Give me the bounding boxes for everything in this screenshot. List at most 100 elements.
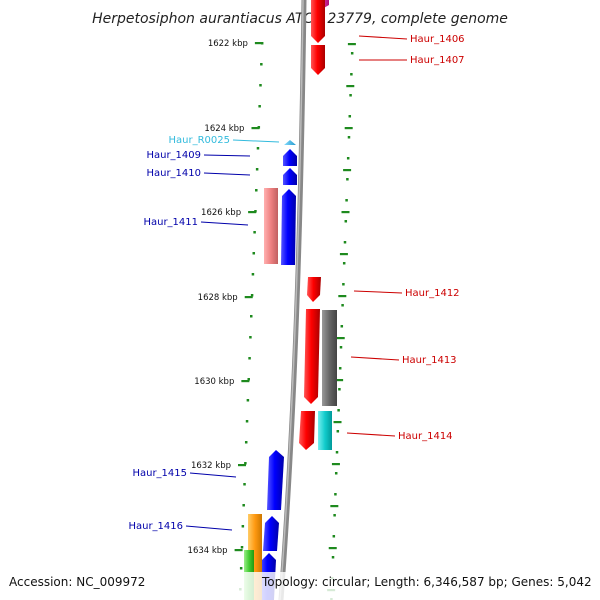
map-title: Herpetosiphon aurantiacus ATCC 23779, co… bbox=[92, 11, 508, 27]
outer-major-tick bbox=[339, 253, 348, 256]
outer-tick-dot bbox=[341, 304, 344, 307]
inner-tick-dot bbox=[256, 147, 260, 150]
inner-tick-dot bbox=[240, 546, 244, 549]
gene-label-leader bbox=[185, 525, 233, 531]
scale-tick-label: 1632 kbp bbox=[191, 461, 231, 471]
scale-labels: 1622 kbp 1624 kbp 1626 kbp 1628 kbp 1630 kbp… bbox=[188, 39, 263, 556]
inner-tick-dot bbox=[239, 567, 243, 570]
gene-haur-1414-arrow[interactable] bbox=[299, 411, 315, 450]
outer-tick-dot bbox=[336, 430, 340, 433]
outer-major-tick bbox=[331, 463, 340, 466]
gene-label-haur-1416[interactable]: Haur_1416 bbox=[128, 521, 183, 532]
gene-label-haur-1415[interactable]: Haur_1415 bbox=[132, 468, 187, 479]
gene-features bbox=[244, 0, 337, 600]
gene-haur-r0025-arrow[interactable] bbox=[284, 140, 296, 145]
outer-tick-dot bbox=[345, 199, 348, 202]
outer-major-tick bbox=[344, 127, 353, 130]
outer-tick-dot bbox=[333, 514, 336, 517]
outer-tick-dot bbox=[343, 241, 347, 244]
outer-tick-dot bbox=[344, 220, 348, 223]
scale-major-tick bbox=[254, 42, 263, 45]
outer-tick-dot bbox=[334, 472, 338, 475]
gene-label-leader bbox=[232, 139, 280, 143]
outer-tick-dot bbox=[338, 367, 342, 370]
gene-block-grey[interactable] bbox=[322, 310, 337, 406]
genome-backbone-highlight bbox=[279, 0, 304, 600]
gene-label-haur-1406[interactable]: Haur_1406 bbox=[410, 34, 465, 45]
inner-tick-dot bbox=[249, 336, 252, 339]
gene-label-leader bbox=[203, 154, 251, 157]
scale-tick-label: 1626 kbp bbox=[201, 208, 241, 218]
scale-tick-label: 1628 kbp bbox=[198, 293, 238, 303]
genome-stats-text: Topology: circular; Length: 6,346,587 bp… bbox=[261, 575, 592, 589]
gene-label-haur-1414[interactable]: Haur_1414 bbox=[398, 431, 453, 442]
outer-tick-dot bbox=[347, 136, 351, 139]
outer-tick-dot bbox=[334, 493, 337, 496]
gene-labels: Haur_1406 Haur_1407 Haur_R0025 Haur_1409 Hau… bbox=[128, 34, 464, 532]
outer-major-tick bbox=[330, 505, 339, 508]
gene-block-cyan[interactable] bbox=[318, 411, 332, 450]
scale-major-tick bbox=[251, 127, 260, 130]
inner-tick-dot bbox=[247, 378, 250, 381]
gene-haur-1413-arrow[interactable] bbox=[304, 309, 320, 404]
gene-label-haur-1409[interactable]: Haur_1409 bbox=[146, 150, 201, 161]
inner-tick-dot bbox=[251, 273, 255, 276]
gene-haur-1412-arrow[interactable] bbox=[307, 277, 321, 302]
outer-tick-dot bbox=[350, 73, 353, 76]
gene-haur-1406-arrow[interactable] bbox=[311, 0, 325, 43]
outer-tick-dot bbox=[342, 262, 346, 265]
outer-major-tick bbox=[333, 421, 342, 424]
outer-tick-dot bbox=[331, 556, 335, 559]
outer-major-tick bbox=[328, 547, 337, 550]
gene-label-haur-1407[interactable]: Haur_1407 bbox=[410, 55, 465, 66]
outer-tick-dot bbox=[337, 409, 340, 412]
inner-tick-dot bbox=[259, 84, 262, 87]
outer-major-tick bbox=[343, 169, 352, 172]
scale-major-tick bbox=[238, 464, 246, 467]
inner-tick-dot bbox=[253, 231, 256, 234]
gene-label-haur-1410[interactable]: Haur_1410 bbox=[146, 168, 201, 179]
outer-major-tick bbox=[347, 43, 356, 46]
gene-block-pink[interactable] bbox=[264, 188, 278, 264]
outer-major-tick bbox=[341, 211, 350, 214]
scale-tick-label: 1624 kbp bbox=[204, 124, 244, 134]
gene-haur-1411-arrow[interactable] bbox=[281, 189, 296, 265]
outer-tick-dot bbox=[346, 178, 349, 181]
outer-tick-dot bbox=[349, 94, 352, 97]
outer-tick-dot bbox=[332, 535, 336, 538]
gene-label-leader bbox=[189, 472, 237, 478]
gene-haur-1409-arrow[interactable] bbox=[283, 149, 297, 166]
gene-haur-1416-arrow[interactable] bbox=[263, 516, 279, 551]
inner-tick-dot bbox=[252, 252, 256, 255]
inner-tick-dot bbox=[250, 315, 253, 318]
genome-backbone bbox=[278, 0, 307, 600]
outer-major-tick bbox=[336, 337, 345, 340]
scale-major-tick bbox=[248, 211, 257, 214]
gene-label-haur-r0025[interactable]: Haur_R0025 bbox=[169, 135, 231, 146]
gene-label-haur-1413[interactable]: Haur_1413 bbox=[402, 355, 457, 366]
gene-haur-1415-arrow[interactable] bbox=[267, 450, 284, 510]
gene-label-leader bbox=[346, 432, 396, 437]
inner-tick-dot bbox=[242, 504, 245, 507]
gene-label-leader bbox=[358, 35, 408, 40]
inner-tick-dot bbox=[244, 462, 247, 465]
scale-major-tick bbox=[241, 380, 250, 383]
inner-tick-dot bbox=[255, 189, 258, 192]
gene-label-haur-1411[interactable]: Haur_1411 bbox=[143, 217, 198, 228]
gene-label-leader bbox=[353, 290, 403, 294]
inner-tick-dot bbox=[258, 105, 261, 108]
scale-tick-label: 1622 kbp bbox=[208, 39, 248, 49]
gene-label-haur-1412[interactable]: Haur_1412 bbox=[405, 288, 460, 299]
footer-backdrop bbox=[0, 572, 600, 600]
gene-label-leader bbox=[203, 172, 251, 176]
gene-label-leader bbox=[200, 221, 249, 226]
outer-tick-dot bbox=[348, 115, 352, 118]
gene-haur-1407-arrow[interactable] bbox=[311, 45, 325, 75]
gene-haur-1410-arrow[interactable] bbox=[283, 168, 297, 185]
outer-tick-dot bbox=[335, 451, 339, 454]
scale-tick-label: 1630 kbp bbox=[194, 377, 234, 387]
inner-tick-dot bbox=[250, 294, 254, 297]
outer-tick-dot bbox=[339, 346, 343, 349]
